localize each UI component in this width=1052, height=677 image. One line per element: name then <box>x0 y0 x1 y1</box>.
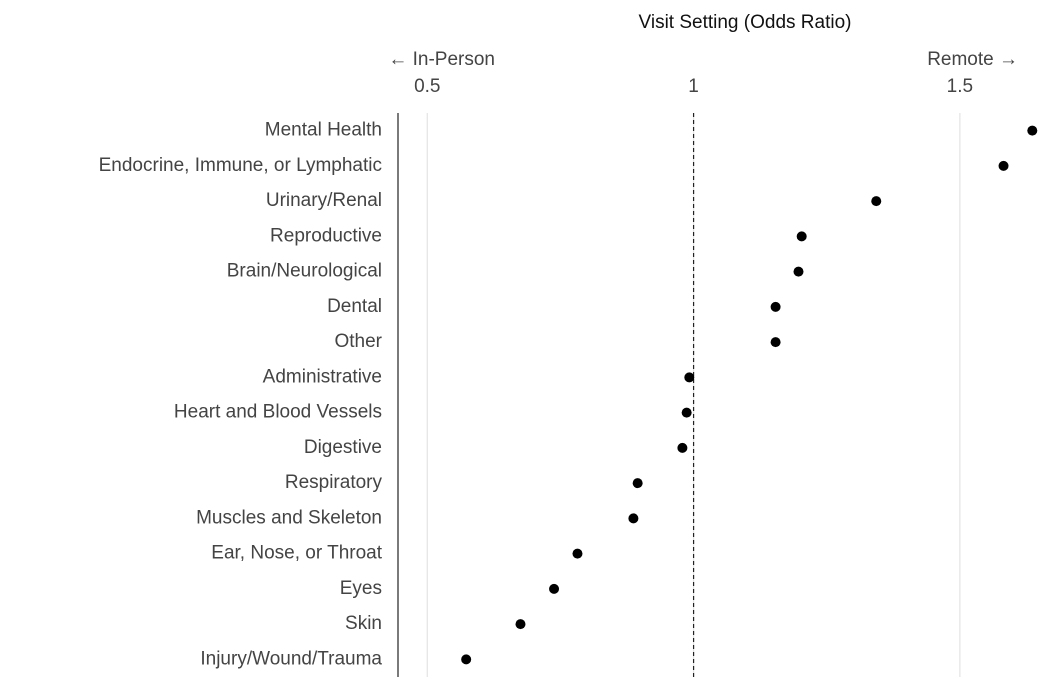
y-tick-label: Brain/Neurological <box>227 261 382 282</box>
dot <box>572 548 583 559</box>
dot <box>549 583 560 594</box>
dot <box>515 619 526 630</box>
dot <box>871 196 882 207</box>
dot <box>998 160 1009 171</box>
y-tick-label: Digestive <box>304 437 382 458</box>
dot <box>770 301 781 312</box>
dot <box>770 337 781 348</box>
y-tick-label: Eyes <box>340 578 382 599</box>
x-tick-label: 1 <box>688 76 699 97</box>
y-tick-label: Muscles and Skeleton <box>196 507 382 528</box>
y-tick-label: Skin <box>345 613 382 634</box>
y-tick-label: Heart and Blood Vessels <box>174 402 382 423</box>
dot <box>628 513 639 524</box>
y-tick-label: Endocrine, Immune, or Lymphatic <box>99 155 382 176</box>
y-tick-label: Mental Health <box>265 120 382 141</box>
y-tick-label: Administrative <box>263 366 382 387</box>
x-tick-label: 1.5 <box>947 76 973 97</box>
y-tick-label: Ear, Nose, or Throat <box>211 543 382 564</box>
dot <box>793 266 804 277</box>
dot <box>1027 125 1038 136</box>
dot <box>677 442 688 453</box>
y-tick-label: Dental <box>327 296 382 317</box>
y-tick-label: Injury/Wound/Trauma <box>200 648 382 669</box>
dot <box>684 372 695 383</box>
dot <box>632 478 643 489</box>
chart-title: Visit Setting (Odds Ratio) <box>639 12 852 33</box>
y-tick-label: Other <box>334 331 382 352</box>
x-tick-label: 0.5 <box>414 76 440 97</box>
y-tick-label: Respiratory <box>285 472 383 493</box>
dot <box>681 407 692 418</box>
dot <box>461 654 472 665</box>
annotation: Remote → <box>927 49 1018 70</box>
dot <box>796 231 807 242</box>
annotation: ← In-Person <box>388 49 495 70</box>
y-tick-label: Urinary/Renal <box>266 190 382 211</box>
y-tick-label: Reproductive <box>270 225 382 246</box>
